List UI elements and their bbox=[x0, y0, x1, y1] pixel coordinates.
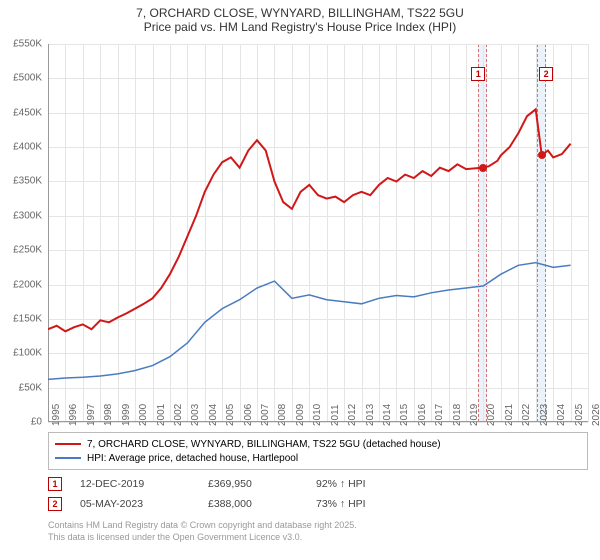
series-line bbox=[48, 109, 571, 331]
y-axis-tick-label: £450K bbox=[13, 107, 42, 118]
transaction-pct: 73% ↑ HPI bbox=[316, 498, 426, 510]
transaction-pct: 92% ↑ HPI bbox=[316, 478, 426, 490]
series-line bbox=[48, 263, 571, 380]
legend-swatch bbox=[55, 457, 81, 459]
legend-item: HPI: Average price, detached house, Hart… bbox=[55, 451, 581, 465]
y-axis-tick-label: £200K bbox=[13, 279, 42, 290]
y-axis-tick-label: £550K bbox=[13, 39, 42, 50]
chart-titles: 7, ORCHARD CLOSE, WYNYARD, BILLINGHAM, T… bbox=[0, 0, 600, 34]
y-axis-tick-label: £500K bbox=[13, 73, 42, 84]
footer-line1: Contains HM Land Registry data © Crown c… bbox=[48, 520, 357, 532]
transaction-price: £388,000 bbox=[208, 498, 298, 510]
title-subtitle: Price paid vs. HM Land Registry's House … bbox=[0, 20, 600, 34]
y-axis-tick-label: £100K bbox=[13, 348, 42, 359]
title-address: 7, ORCHARD CLOSE, WYNYARD, BILLINGHAM, T… bbox=[0, 6, 600, 20]
footer-line2: This data is licensed under the Open Gov… bbox=[48, 532, 357, 544]
legend-swatch bbox=[55, 443, 81, 446]
transaction-row-marker: 2 bbox=[48, 497, 62, 511]
data-point-marker bbox=[538, 151, 546, 159]
legend-item: 7, ORCHARD CLOSE, WYNYARD, BILLINGHAM, T… bbox=[55, 437, 581, 451]
plot-area: £0£50K£100K£150K£200K£250K£300K£350K£400… bbox=[48, 44, 588, 422]
legend-box: 7, ORCHARD CLOSE, WYNYARD, BILLINGHAM, T… bbox=[48, 432, 588, 470]
y-axis-tick-label: £300K bbox=[13, 210, 42, 221]
chart-lines-svg bbox=[48, 44, 588, 422]
transaction-row-marker: 1 bbox=[48, 477, 62, 491]
x-axis-tick-label: 2026 bbox=[591, 404, 600, 426]
legend-label: HPI: Average price, detached house, Hart… bbox=[87, 453, 298, 464]
gridline-vertical bbox=[588, 44, 589, 422]
transaction-table: 1 12-DEC-2019 £369,950 92% ↑ HPI 2 05-MAY-202… bbox=[48, 474, 426, 514]
transaction-date: 12-DEC-2019 bbox=[80, 478, 190, 490]
attribution-footer: Contains HM Land Registry data © Crown c… bbox=[48, 520, 357, 543]
transaction-price: £369,950 bbox=[208, 478, 298, 490]
y-axis-tick-label: £150K bbox=[13, 313, 42, 324]
chart-container: 7, ORCHARD CLOSE, WYNYARD, BILLINGHAM, T… bbox=[0, 0, 600, 560]
transaction-marker: 1 bbox=[471, 67, 485, 81]
legend-label: 7, ORCHARD CLOSE, WYNYARD, BILLINGHAM, T… bbox=[87, 439, 441, 450]
transaction-row: 1 12-DEC-2019 £369,950 92% ↑ HPI bbox=[48, 474, 426, 494]
y-axis-tick-label: £0 bbox=[31, 417, 42, 428]
chart-area: £0£50K£100K£150K£200K£250K£300K£350K£400… bbox=[48, 44, 588, 422]
y-axis-tick-label: £250K bbox=[13, 245, 42, 256]
y-axis-tick-label: £400K bbox=[13, 142, 42, 153]
transaction-row: 2 05-MAY-2023 £388,000 73% ↑ HPI bbox=[48, 494, 426, 514]
data-point-marker bbox=[479, 164, 487, 172]
y-axis-tick-label: £350K bbox=[13, 176, 42, 187]
transaction-marker: 2 bbox=[539, 67, 553, 81]
y-axis-tick-label: £50K bbox=[19, 382, 42, 393]
transaction-date: 05-MAY-2023 bbox=[80, 498, 190, 510]
